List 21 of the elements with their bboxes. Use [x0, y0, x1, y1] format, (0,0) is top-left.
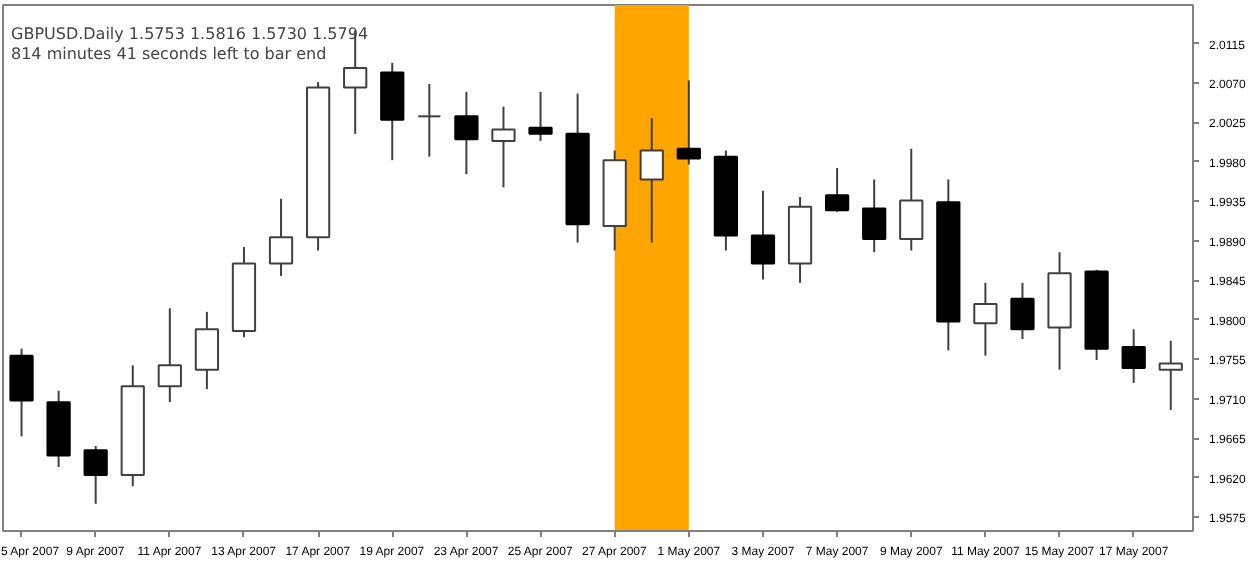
candlestick	[973, 281, 998, 357]
candlestick	[380, 61, 405, 162]
candlestick	[194, 310, 220, 390]
candlestick	[750, 189, 776, 281]
candlestick	[862, 178, 887, 254]
candlestick	[899, 147, 924, 252]
candlestick	[824, 167, 850, 213]
text: 814 minutes 41 seconds left to bar end	[11, 45, 327, 63]
candlestick	[157, 307, 182, 404]
candlestick	[268, 197, 294, 277]
candlestick	[417, 82, 442, 158]
candlestick	[1158, 339, 1183, 412]
candlestick	[454, 90, 479, 176]
candlestick	[9, 347, 34, 438]
candlestick	[639, 117, 664, 244]
candlestick	[1121, 328, 1146, 384]
candlestick	[1010, 281, 1035, 341]
candlestick	[83, 444, 108, 505]
candlestick	[676, 79, 701, 166]
candlestick	[491, 105, 516, 189]
candlestick	[528, 90, 553, 142]
